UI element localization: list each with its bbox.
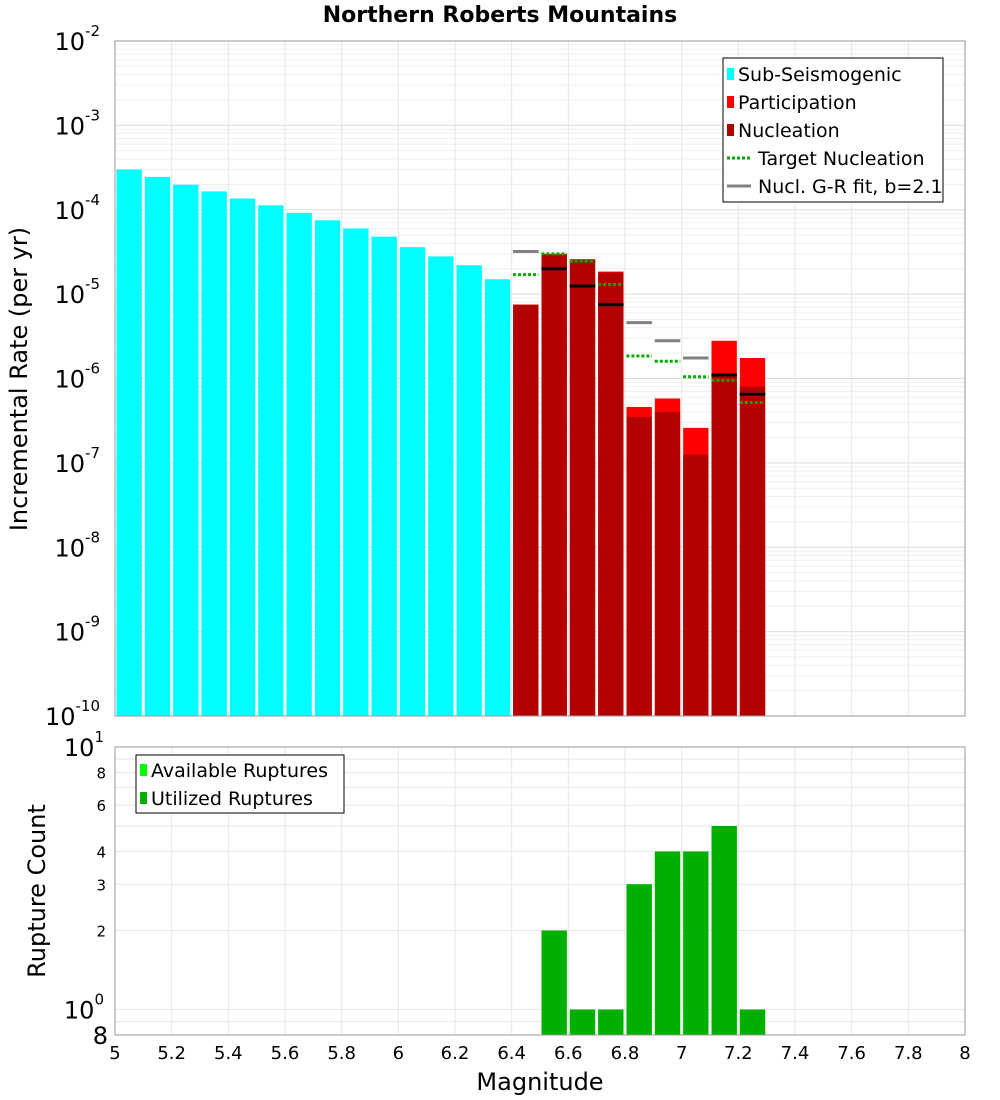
bottom-legend: Available Ruptures Utilized Ruptures <box>135 754 345 814</box>
top-y-tick-label: 10-5 <box>54 275 100 309</box>
x-tick-label: 7.6 <box>837 1043 866 1064</box>
sub-seismogenic-bar <box>428 256 454 716</box>
legend-nucl-g-r-fit-b-2-1-label: Nucl. G-R fit, b=2.1 <box>758 176 943 198</box>
utilized-ruptures-bar <box>598 1009 624 1035</box>
x-tick-label: 7.4 <box>781 1043 810 1064</box>
utilized-ruptures-bar <box>569 1009 596 1035</box>
legend-nucleation-label: Nucleation <box>738 120 840 142</box>
sub-seismogenic-bar <box>343 228 369 716</box>
top-bars <box>116 169 766 717</box>
top-plot-frame <box>114 40 966 717</box>
sub-seismogenic-bar <box>399 247 426 716</box>
nucleation-bar <box>711 373 737 716</box>
bottom-y-tick-label: 101 <box>64 728 104 762</box>
x-tick-label: 6.8 <box>611 1043 640 1064</box>
nucleation-bar <box>626 416 652 716</box>
nucleation-bar <box>654 412 681 716</box>
x-tick-label: 6 <box>393 1043 404 1064</box>
top-y-tick-label: 10-3 <box>54 106 100 140</box>
bottom-y-tick-label: 2 <box>96 923 106 941</box>
x-tick-label: 8 <box>959 1043 970 1064</box>
sub-seismogenic-bar <box>484 279 511 716</box>
sub-seismogenic-bar <box>286 212 312 716</box>
bottom-y-tick-label: 8 <box>96 764 106 782</box>
top-y-tick-label: 10-10 <box>45 697 100 731</box>
sub-seismogenic-bar <box>173 184 199 716</box>
top-y-axis-label: Incremental Rate (per yr) <box>5 227 33 531</box>
x-tick-label: 6.4 <box>497 1043 526 1064</box>
top-y-tick-label: 10-4 <box>54 191 100 225</box>
bottom-y-tick-label: 3 <box>96 876 106 894</box>
utilized-ruptures-bar <box>626 884 652 1035</box>
top-y-tick-label: 10-6 <box>54 360 100 394</box>
x-tick-label: 7 <box>676 1043 687 1064</box>
nucleation-bar <box>683 454 709 716</box>
x-tick-label: 5.4 <box>214 1043 243 1064</box>
top-legend: Sub-Seismogenic Participation Nucleation Ta… <box>722 57 944 203</box>
top-y-tick-labels: 10-10 10-9 10-8 10-7 10-6 10-5 10-4 10-3 10-2 <box>45 22 100 731</box>
utilized-ruptures-bar <box>739 1009 766 1035</box>
utilized-ruptures-bar <box>711 826 737 1035</box>
nucleation-bar <box>569 260 596 716</box>
x-tick-label: 6.2 <box>441 1043 470 1064</box>
top-plot: 10-10 10-9 10-8 10-7 10-6 10-5 10-4 10-3 10-2 In… <box>5 22 966 731</box>
legend-nucleation-swatch <box>727 124 734 136</box>
legend-available-ruptures-label: Available Ruptures <box>151 760 328 782</box>
legend-utilized-ruptures-label: Utilized Ruptures <box>151 788 313 810</box>
legend-utilized-ruptures-swatch <box>140 792 147 804</box>
nucleation-bar <box>513 304 539 716</box>
nucleation-bar <box>598 272 624 716</box>
x-tick-label: 5 <box>109 1043 120 1064</box>
utilized-ruptures-bar <box>654 851 681 1035</box>
legend-sub-seismogenic-label: Sub-Seismogenic <box>738 64 902 86</box>
top-y-tick-label: 10-9 <box>54 613 100 647</box>
legend-box <box>135 754 345 814</box>
sub-seismogenic-bar <box>201 191 227 717</box>
legend-available-ruptures-swatch <box>140 764 147 776</box>
utilized-ruptures-bar <box>683 851 709 1035</box>
top-y-tick-label: 10-7 <box>54 444 100 478</box>
x-tick-label: 7.2 <box>724 1043 753 1064</box>
sub-seismogenic-bar <box>371 236 397 716</box>
top-y-tick-label: 10-2 <box>54 22 100 56</box>
sub-seismogenic-bar <box>144 176 171 716</box>
top-gridlines <box>114 41 966 717</box>
x-tick-label: 6.6 <box>554 1043 583 1064</box>
x-axis-label: Magnitude <box>476 1068 603 1096</box>
bottom-y-tick-label: 100 <box>64 991 104 1025</box>
sub-seismogenic-bar <box>258 205 284 717</box>
legend-participation-label: Participation <box>738 92 857 114</box>
x-tick-label: 5.6 <box>271 1043 300 1064</box>
nucleation-bar <box>541 255 567 716</box>
x-tick-label: 5.2 <box>157 1043 186 1064</box>
x-tick-label: 5.8 <box>327 1043 356 1064</box>
top-segments <box>513 250 766 404</box>
sub-seismogenic-bar <box>229 198 256 716</box>
x-tick-labels: 5 5.2 5.4 5.6 5.8 6 6.2 6.4 6.6 6.8 7 7.2 7.4 7.6 7.8 8 <box>109 1043 970 1064</box>
bottom-y-axis-label: Rupture Count <box>23 804 51 978</box>
nucleation-bar <box>739 386 766 716</box>
bottom-plot-frame <box>114 746 966 1036</box>
sub-seismogenic-bar <box>456 265 482 716</box>
sub-seismogenic-bar <box>116 169 142 716</box>
bottom-y-tick-label: 4 <box>96 843 106 861</box>
legend-box <box>722 57 944 203</box>
utilized-ruptures-bar <box>541 930 567 1035</box>
bottom-y-tick-label: 6 <box>96 797 106 815</box>
bottom-bars <box>541 826 766 1035</box>
sub-seismogenic-bar <box>314 220 341 717</box>
x-tick-label: 7.8 <box>894 1043 923 1064</box>
legend-participation-swatch <box>727 96 734 108</box>
legend-target-nucleation-label: Target Nucleation <box>757 148 925 170</box>
top-y-tick-label: 10-8 <box>54 528 100 562</box>
chart-title: Northern Roberts Mountains <box>323 3 677 28</box>
legend-sub-seismogenic-swatch <box>727 68 734 80</box>
bottom-y-tick-label: 8 <box>93 1022 108 1050</box>
